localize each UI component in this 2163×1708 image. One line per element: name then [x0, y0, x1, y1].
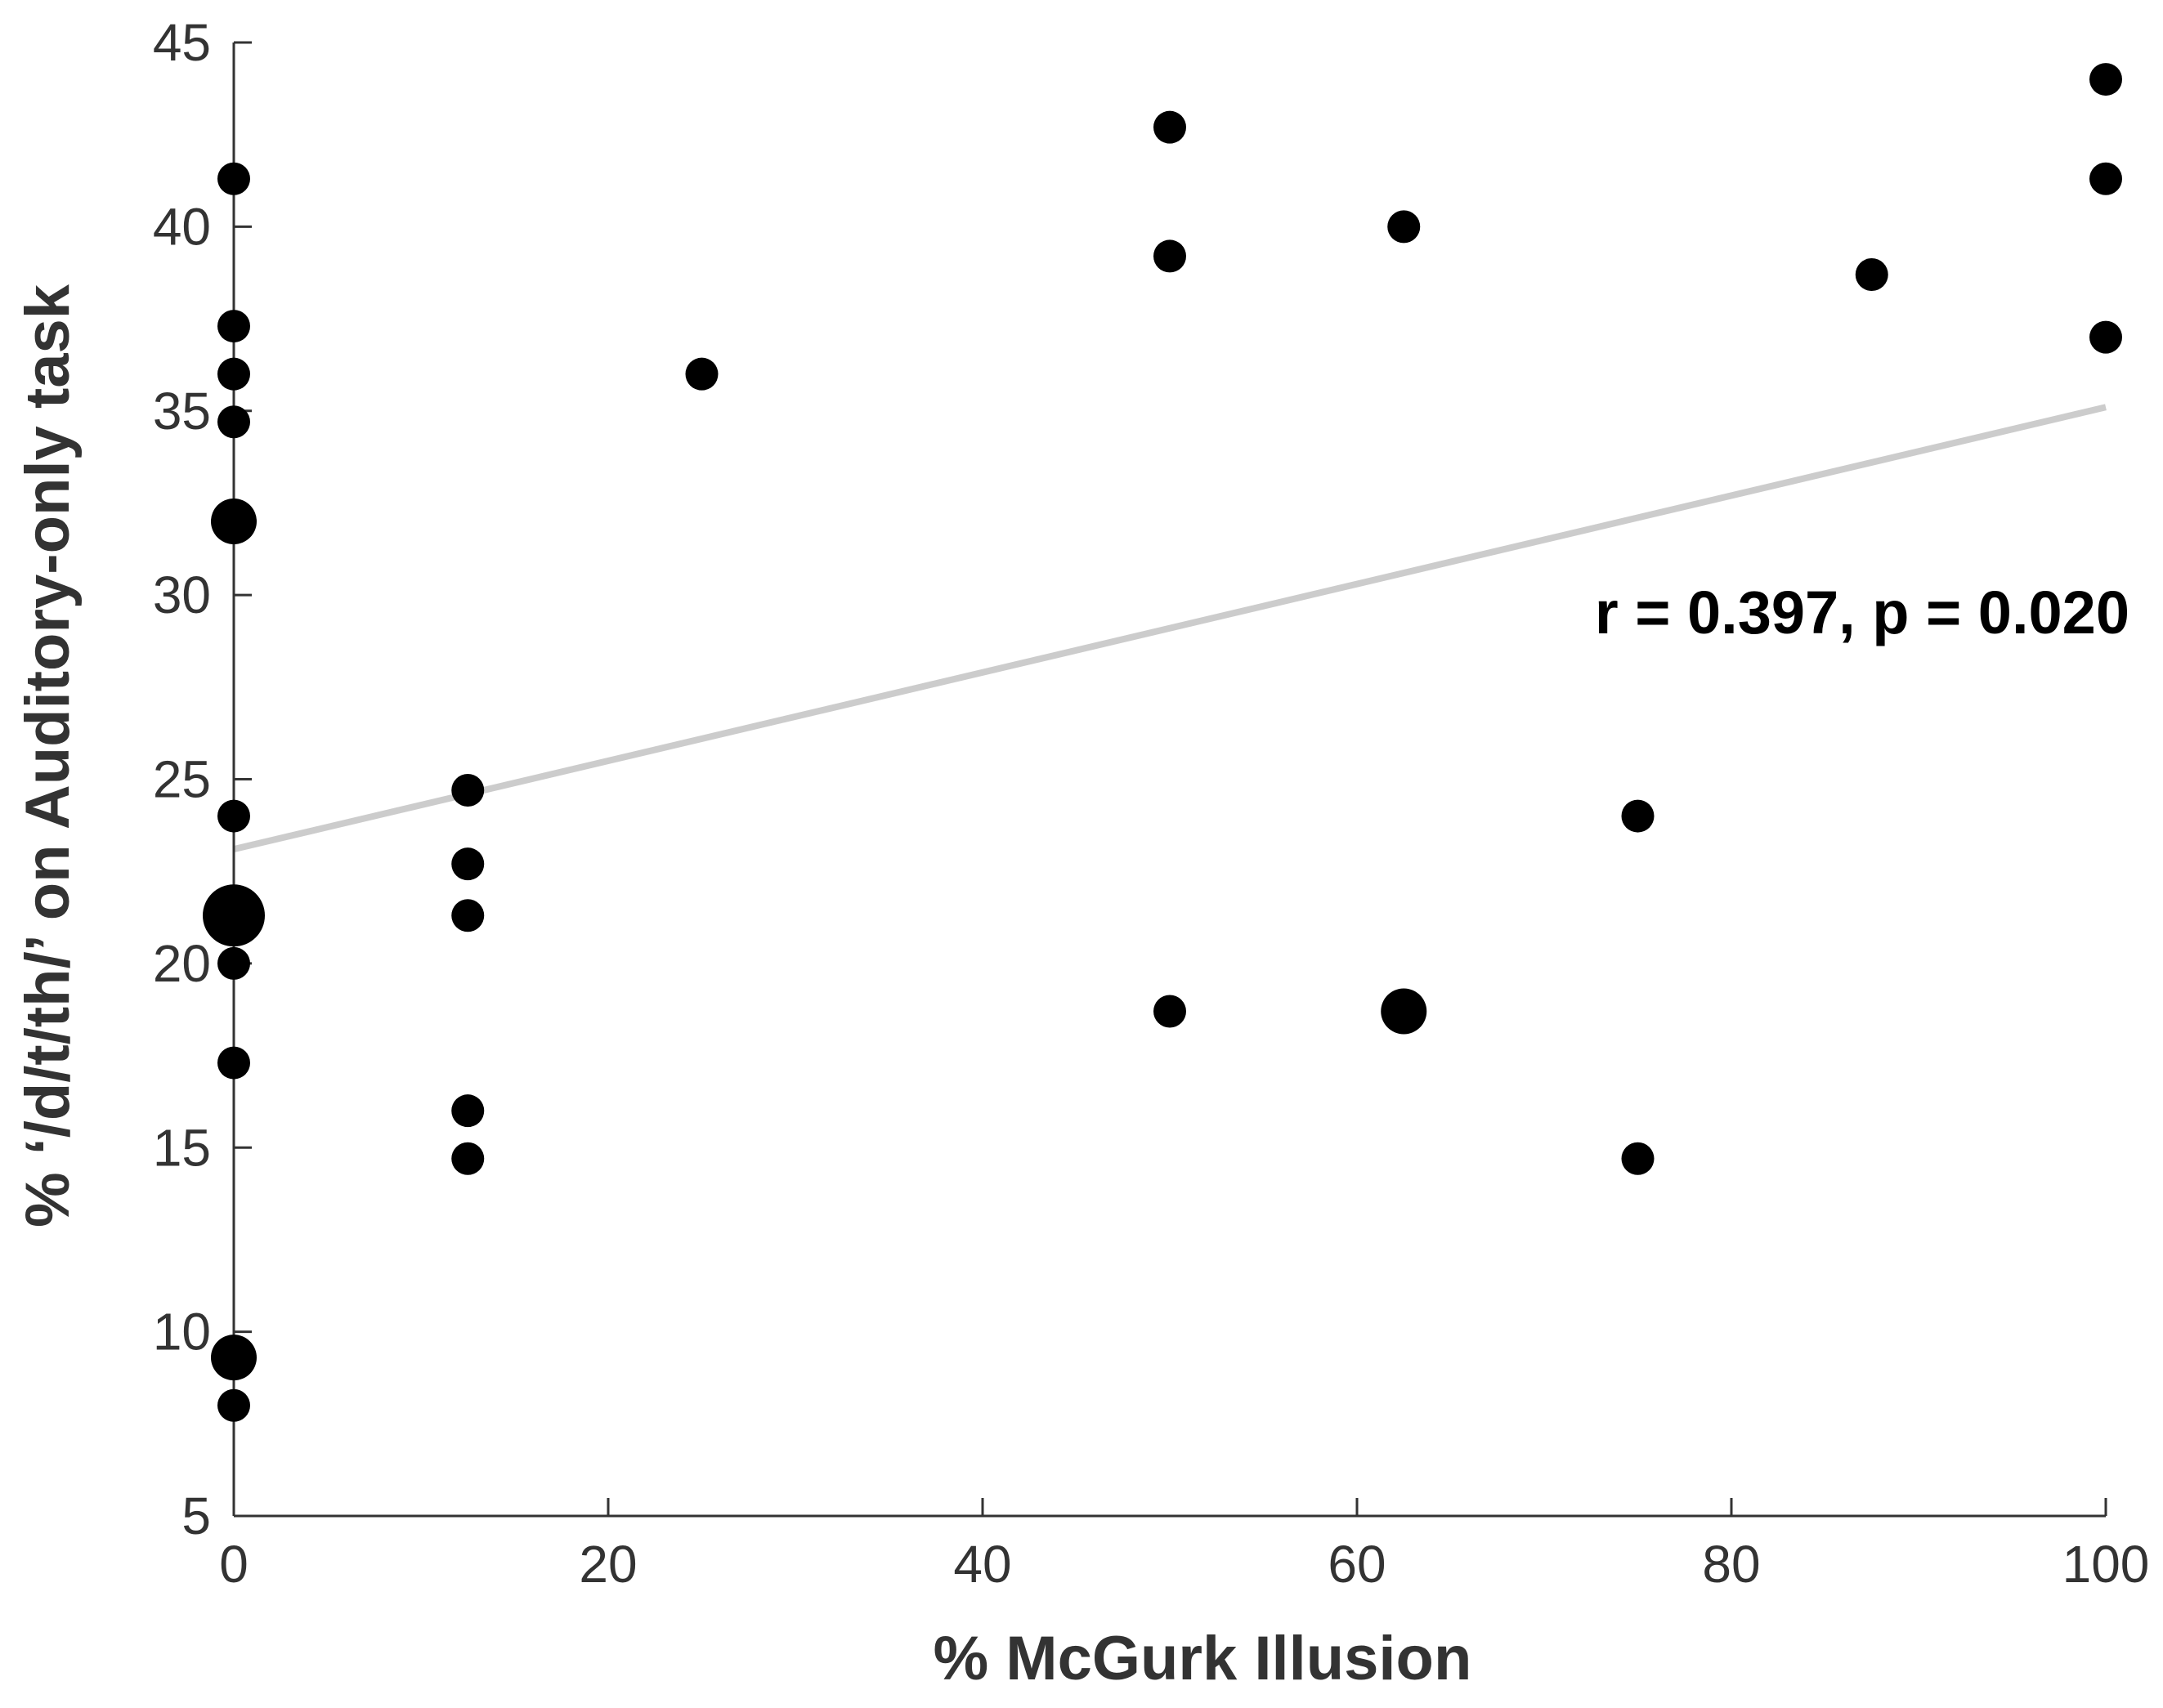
y-tick-label: 10 [153, 1303, 211, 1361]
data-point [217, 405, 250, 439]
data-point [2089, 63, 2122, 96]
data-point [2089, 162, 2122, 195]
x-tick-label: 80 [1702, 1535, 1760, 1594]
x-tick-label: 0 [219, 1535, 249, 1594]
data-point [217, 946, 250, 980]
y-tick-label: 5 [181, 1487, 211, 1545]
y-tick-label: 35 [153, 382, 211, 440]
data-point [217, 357, 250, 391]
data-point [2089, 320, 2122, 354]
data-point [1381, 988, 1427, 1035]
data-point [217, 162, 250, 195]
data-point [451, 899, 485, 932]
x-tick-label: 20 [579, 1535, 637, 1594]
data-point [1621, 799, 1655, 833]
data-point [217, 1388, 250, 1422]
y-tick-label: 30 [153, 566, 211, 624]
data-point [1387, 210, 1421, 244]
data-point [451, 1094, 485, 1128]
data-point [1153, 995, 1186, 1028]
data-point [1153, 239, 1186, 273]
x-tick-label: 60 [1328, 1535, 1386, 1594]
y-tick-label: 40 [153, 197, 211, 256]
regression-line [233, 404, 2107, 853]
data-point [1621, 1142, 1655, 1175]
x-axis-title: % McGurk Illusion [934, 1624, 1472, 1693]
data-point [685, 357, 719, 391]
x-tick-label: 40 [953, 1535, 1011, 1594]
y-tick-label: 25 [153, 750, 211, 809]
data-point [451, 847, 485, 881]
y-axis-title: % ‘/d/t/th/’ on Auditory-only task [13, 284, 83, 1227]
y-tick-label: 15 [153, 1118, 211, 1177]
data-point [1153, 110, 1186, 144]
data-point [217, 1046, 250, 1080]
data-point [203, 884, 265, 947]
data-points [203, 63, 2122, 1422]
data-point [451, 1142, 485, 1175]
data-point [217, 310, 250, 343]
correlation-annotation: r = 0.397, p = 0.020 [1595, 579, 2129, 646]
data-point [1855, 257, 1888, 291]
axes: 0 20 40 60 80 100 5 10 15 20 25 30 35 40 45 [153, 13, 2150, 1594]
y-tick-label: 45 [153, 13, 211, 72]
data-point [451, 774, 485, 807]
data-point [211, 1335, 257, 1381]
data-point [211, 498, 257, 544]
fit-line-layer [233, 404, 2107, 853]
x-tick-label: 100 [2062, 1535, 2150, 1594]
y-tick-label: 20 [153, 934, 211, 993]
data-point [217, 799, 250, 833]
